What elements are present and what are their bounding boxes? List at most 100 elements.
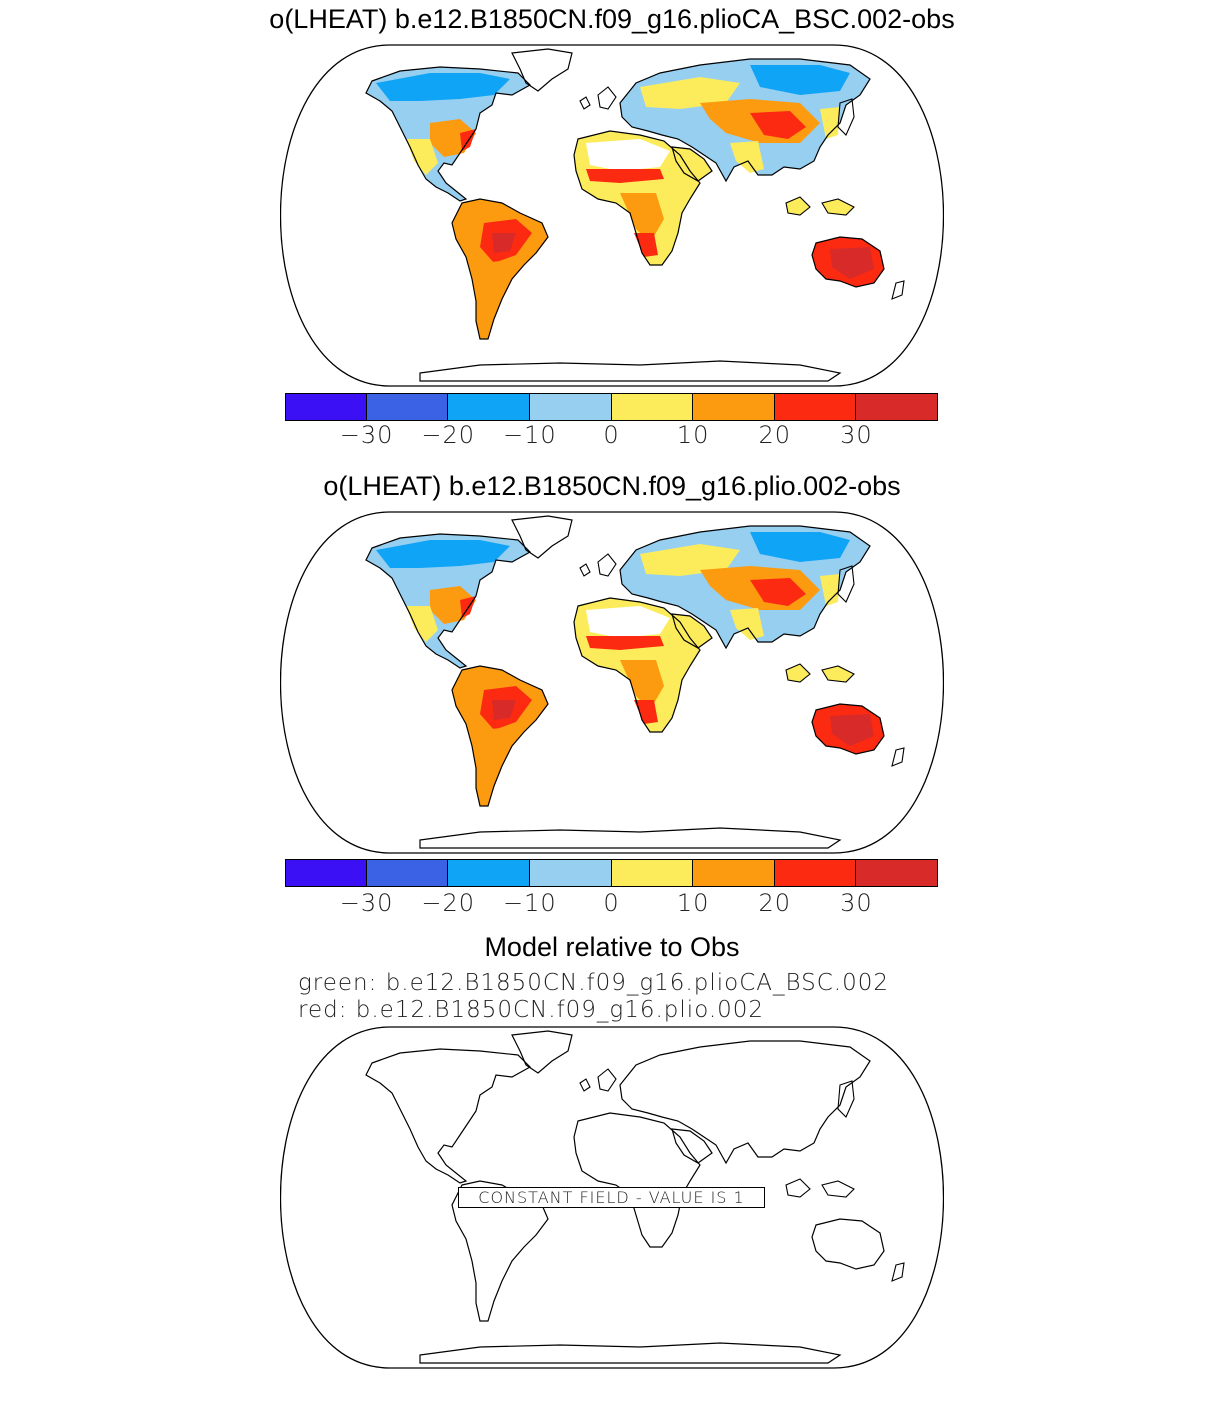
coastline-island bbox=[597, 1068, 617, 1092]
panel-1-colorbar bbox=[285, 393, 938, 421]
colorbar-swatch bbox=[366, 393, 449, 421]
anomaly-region bbox=[820, 574, 840, 606]
coastline-antarctica bbox=[419, 827, 842, 849]
colorbar-tick-label: 30 bbox=[840, 421, 873, 449]
comparison-heading: Model relative to Obs bbox=[484, 932, 740, 962]
anomaly-region bbox=[750, 578, 806, 606]
anomaly-region bbox=[634, 233, 658, 257]
colorbar-swatch bbox=[529, 859, 612, 887]
coastline-eurasia bbox=[619, 1040, 871, 1165]
colorbar-tick-label: −20 bbox=[421, 421, 476, 449]
coastline-island bbox=[597, 86, 617, 110]
anomaly-region bbox=[492, 700, 516, 720]
panel-1-colorbar-ticks: −30 −20 −10 0 10 20 30 bbox=[285, 421, 938, 451]
map-frame bbox=[280, 511, 944, 854]
coastline-arabia bbox=[671, 1128, 713, 1164]
coastline-australia bbox=[811, 703, 885, 755]
anomaly-region bbox=[672, 614, 712, 648]
anomaly-region bbox=[786, 664, 810, 682]
panel-2-map bbox=[280, 511, 944, 854]
coastline-australia bbox=[811, 236, 885, 288]
coastline-island bbox=[785, 196, 811, 216]
colorbar-tick-label: −30 bbox=[339, 889, 394, 917]
colorbar-swatch bbox=[856, 859, 938, 887]
coastline-island bbox=[579, 563, 591, 577]
colorbar-tick-label: 20 bbox=[758, 889, 792, 917]
colorbar-swatch bbox=[611, 393, 694, 421]
panel-3-map bbox=[280, 1026, 944, 1369]
map-frame bbox=[280, 44, 944, 387]
anomaly-region bbox=[478, 261, 502, 329]
coastline-island bbox=[891, 747, 905, 767]
colorbar-tick-label: 30 bbox=[840, 889, 873, 917]
anomaly-region bbox=[640, 77, 740, 109]
colorbar-tick-label: 10 bbox=[676, 421, 710, 449]
coastline-island bbox=[891, 1262, 905, 1282]
anomaly-region bbox=[830, 714, 874, 746]
colorbar-tick-label: −10 bbox=[503, 421, 557, 449]
coastline-greenland bbox=[511, 48, 573, 92]
coastline-greenland bbox=[511, 515, 573, 559]
anomaly-region bbox=[750, 111, 806, 139]
coastline-island bbox=[837, 98, 855, 136]
colorbar-tick-label: −10 bbox=[503, 889, 557, 917]
coastline-africa bbox=[573, 1112, 701, 1248]
anomaly-region bbox=[634, 700, 658, 724]
panel-1-coastlines bbox=[365, 48, 905, 382]
colorbar-tick-label: 0 bbox=[603, 889, 620, 917]
red-legend-line: red: b.e12.B1850CN.f09_g16.plio.002 bbox=[298, 997, 765, 1023]
anomaly-region bbox=[830, 247, 874, 279]
anomaly-region bbox=[586, 636, 664, 650]
coastline-island bbox=[785, 663, 811, 683]
colorbar-swatch bbox=[529, 393, 612, 421]
anomaly-region bbox=[672, 147, 712, 181]
coastline-samerica bbox=[451, 198, 549, 340]
anomaly-region bbox=[620, 660, 664, 710]
colorbar-swatch bbox=[774, 859, 857, 887]
coastline-eurasia bbox=[619, 58, 871, 183]
anomaly-region bbox=[376, 73, 510, 101]
panel-2-colorbar bbox=[285, 859, 938, 887]
colorbar-swatch bbox=[693, 393, 775, 421]
colorbar-swatch bbox=[366, 859, 449, 887]
anomaly-region bbox=[586, 139, 670, 171]
anomaly-region bbox=[492, 233, 516, 253]
colorbar-swatch bbox=[448, 393, 530, 421]
coastline-antarctica bbox=[419, 360, 842, 382]
colorbar-tick-label: 20 bbox=[758, 421, 792, 449]
panel-1-map bbox=[280, 44, 944, 387]
coastline-arabia bbox=[671, 146, 713, 182]
panel-1-title: o(LHEAT) b.e12.B1850CN.f09_g16.plioCA_BS… bbox=[269, 4, 955, 34]
coastline-greenland bbox=[511, 1030, 573, 1074]
constant-field-label: CONSTANT FIELD - VALUE IS 1 bbox=[458, 1187, 765, 1208]
anomaly-region bbox=[478, 728, 502, 796]
coastline-eurasia bbox=[619, 525, 871, 650]
panel-1-fill bbox=[366, 59, 884, 339]
coastline-namerica bbox=[365, 1048, 531, 1184]
coastline-island bbox=[597, 553, 617, 577]
colorbar-swatch bbox=[611, 859, 694, 887]
green-legend-line: green: b.e12.B1850CN.f09_g16.plioCA_BSC.… bbox=[298, 970, 890, 996]
panel-2-title: o(LHEAT) b.e12.B1850CN.f09_g16.plio.002-… bbox=[323, 471, 901, 501]
coastline-island bbox=[579, 96, 591, 110]
anomaly-region bbox=[730, 608, 764, 640]
colorbar-swatch bbox=[285, 859, 367, 887]
coastline-island bbox=[821, 1180, 855, 1198]
anomaly-region bbox=[376, 540, 510, 568]
coastline-island bbox=[891, 280, 905, 300]
coastline-island bbox=[837, 565, 855, 603]
map-frame bbox=[280, 1026, 944, 1369]
anomaly-region bbox=[750, 532, 850, 562]
coastline-island bbox=[837, 1080, 855, 1118]
coastline-australia bbox=[811, 1218, 885, 1270]
panel-2-coastlines bbox=[365, 515, 905, 849]
panel-3-coastlines bbox=[365, 1030, 905, 1364]
anomaly-region bbox=[406, 606, 438, 642]
coastline-island bbox=[579, 1078, 591, 1092]
colorbar-tick-label: −30 bbox=[339, 421, 394, 449]
anomaly-region bbox=[640, 544, 740, 576]
panel-2-fill bbox=[366, 526, 884, 806]
anomaly-region bbox=[406, 139, 438, 175]
colorbar-swatch bbox=[774, 393, 857, 421]
anomaly-region bbox=[786, 197, 810, 215]
